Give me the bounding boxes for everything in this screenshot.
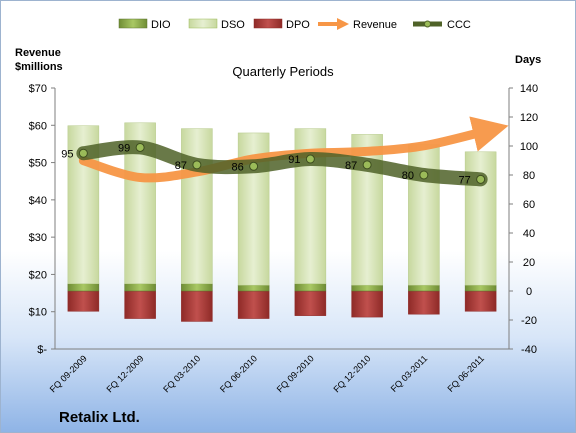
legend: DIO DSO DPO Revenue CCC [118,18,471,31]
x-tick-label: FQ 09-2010 [275,353,316,394]
ccc-series: 95 99 87 86 91 87 80 77 [61,140,488,187]
right-tick-label: 80 [523,170,535,182]
ccc-point [249,161,259,171]
bar-dio [237,284,270,292]
ccc-point [362,160,372,170]
ccc-point [476,174,486,184]
bar-dpo [351,290,383,318]
legend-item-dio: DIO [118,18,171,31]
ccc-point [192,160,202,170]
left-tick-label: $20 [29,269,47,281]
legend-label-dso: DSO [221,19,245,31]
company-name: Retalix Ltd. [59,409,140,426]
ccc-data-label: 86 [232,161,244,173]
x-tick-label: FQ 06-2011 [445,353,486,394]
ccc-point [305,154,315,164]
ccc-data-label: 91 [288,154,300,166]
bar-dpo [67,290,100,312]
ccc-point [78,148,88,158]
ccc-point [419,170,429,180]
legend-label-revenue: Revenue [353,19,397,31]
bar-dso [408,144,440,286]
left-axis-label-line2: $millions [15,61,63,73]
legend-item-revenue: Revenue [318,18,397,31]
right-tick-label: 140 [520,83,538,95]
x-tick-label: FQ 06-2010 [218,353,259,394]
bar-dpo [408,290,440,315]
right-tick-label: -40 [521,344,537,356]
legend-label-ccc: CCC [447,19,471,31]
legend-item-dpo: DPO [253,18,310,31]
left-axis-ticks: $- $10 $20 $30 $40 $50 $60 $70 [29,83,55,356]
bar-dpo [237,290,270,319]
ccc-data-label: 87 [345,160,357,172]
ccc-data-label: 95 [61,148,73,160]
right-tick-label: 120 [520,112,538,124]
bar-dio [351,284,383,292]
left-tick-label: $50 [29,158,47,170]
x-tick-label: FQ 03-2010 [161,353,202,394]
x-tick-label: FQ 12-2010 [332,353,373,394]
bar-dpo [294,290,327,316]
legend-label-dpo: DPO [286,19,310,31]
right-axis-label: Days [515,54,541,66]
ccc-point [135,142,145,152]
bar-dio [67,283,100,292]
right-tick-label: 40 [523,228,535,240]
bar-dio [124,283,156,292]
legend-item-ccc: CCC [413,19,471,31]
ccc-data-label: 87 [175,160,187,172]
x-tick-label: FQ 03-2011 [389,353,430,394]
left-tick-label: $10 [29,307,47,319]
legend-label-dio: DIO [151,19,171,31]
ccc-data-label: 99 [118,142,130,154]
bar-dio [408,284,440,292]
right-axis-ticks: -40 -20 0 20 40 60 80 100 120 140 [509,83,538,356]
bar-dio [464,284,497,292]
right-tick-label: 60 [523,199,535,211]
bar-dpo [464,290,497,312]
bar-dpo [124,290,156,319]
x-tick-label: FQ 12-2009 [105,353,146,394]
bar-dio [294,283,327,292]
right-tick-label: 20 [523,257,535,269]
left-tick-label: $60 [29,120,47,132]
left-axis-label-line1: Revenue [15,47,61,59]
left-tick-label: $30 [29,232,47,244]
left-tick-label: $- [37,344,47,356]
right-tick-label: 0 [526,286,532,298]
bar-dio [181,283,213,292]
x-axis-ticks: FQ 09-2009 FQ 12-2009 FQ 03-2010 FQ 06-2010… [48,353,486,394]
left-tick-label: $70 [29,83,47,95]
bar-dso [181,128,213,284]
ccc-line [76,140,488,187]
x-tick-label: FQ 09-2009 [48,353,89,394]
right-tick-label: 100 [520,141,538,153]
legend-item-dso: DSO [188,18,245,31]
left-tick-label: $40 [29,195,47,207]
bar-dpo [181,290,213,322]
ccc-data-label: 80 [402,170,414,182]
right-tick-label: -20 [521,315,537,327]
ccc-data-label: 77 [459,174,471,186]
chart-title: Quarterly Periods [232,64,334,79]
